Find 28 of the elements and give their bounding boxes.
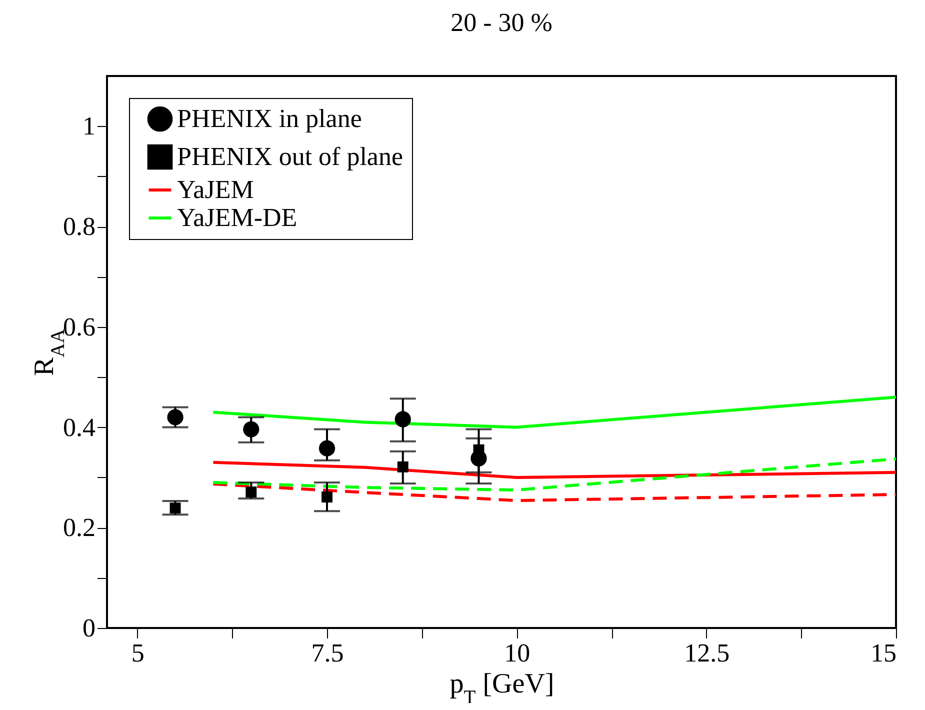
x-tick-label: 7.5 xyxy=(311,638,344,668)
point xyxy=(397,461,408,472)
x-tick-label: 15 xyxy=(870,638,896,668)
point xyxy=(243,421,260,438)
chart-title: 20 - 30 % xyxy=(450,8,552,37)
line-series xyxy=(212,460,898,479)
point xyxy=(322,492,332,502)
x-tick-label: 10 xyxy=(504,638,530,668)
line-series xyxy=(212,457,898,492)
y-tick-label: 0 xyxy=(82,614,96,642)
y-tick-label: 0.4 xyxy=(63,412,96,442)
point xyxy=(394,411,411,428)
legend-label: YaJEM-DE xyxy=(177,203,298,232)
line-series xyxy=(212,482,898,502)
x-tick-label: 12.5 xyxy=(684,638,730,668)
legend-label: PHENIX out of plane xyxy=(177,142,404,171)
y-tick-label: 1 xyxy=(82,112,96,141)
line-series xyxy=(212,396,898,429)
legend-label: PHENIX in plane xyxy=(177,104,362,133)
y-tick-label: 0.2 xyxy=(63,513,96,542)
x-axis-title: p$_{T}$ [GeV] xyxy=(450,668,554,708)
point xyxy=(246,486,257,498)
x-tick-label: 5 xyxy=(131,638,144,668)
point xyxy=(167,409,184,426)
point xyxy=(170,502,181,514)
y-tick-label: 0.8 xyxy=(63,212,96,242)
point xyxy=(318,440,336,456)
legend-label: YaJEM xyxy=(177,175,254,204)
